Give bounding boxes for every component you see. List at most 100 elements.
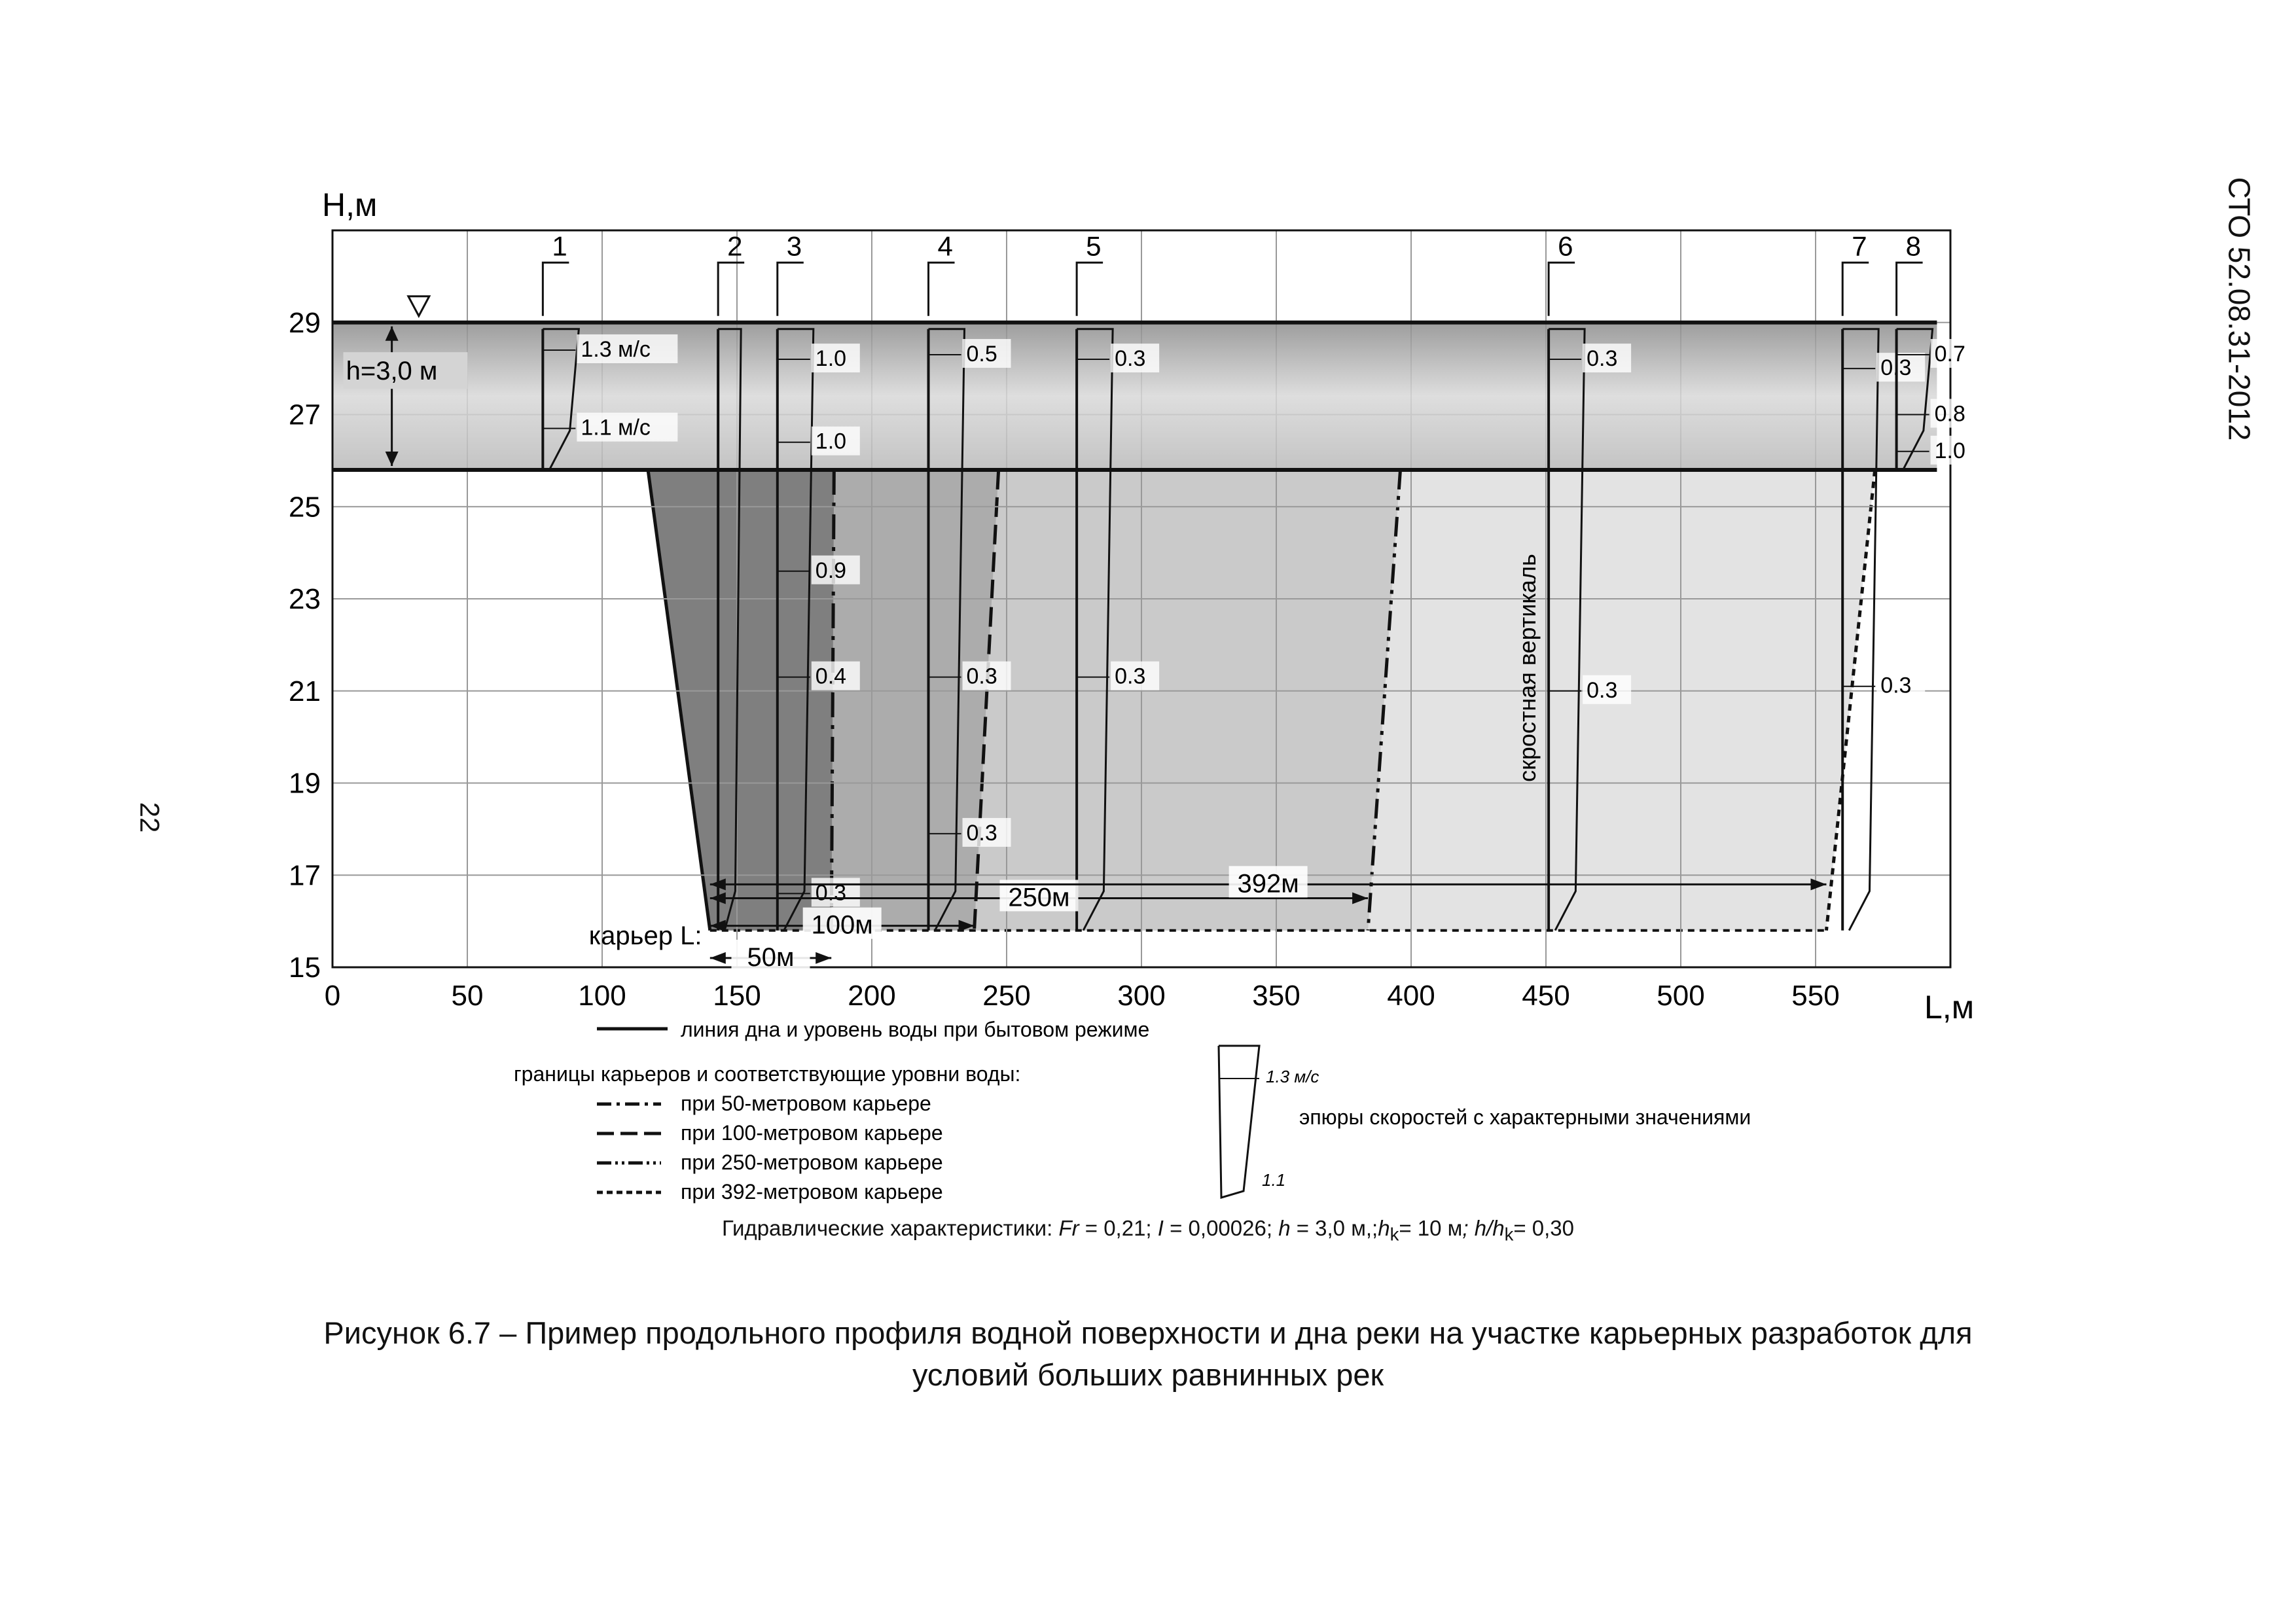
vertical-6-epure <box>1549 328 1586 931</box>
legend: линия дна и уровень воды при бытовом реж… <box>514 1018 1751 1204</box>
vertical-7-marker <box>1841 261 1869 316</box>
x-tick-label: 150 <box>713 980 761 1012</box>
vertical-6-value-label: 0.3 <box>1587 678 1617 703</box>
vertical-6-label-bg <box>1583 344 1632 373</box>
fr-value: = 0,21; <box>1079 1216 1158 1240</box>
vertical-7-label-bg <box>1876 670 1926 700</box>
vertical-2-marker <box>717 261 745 316</box>
pit-boundary-250м <box>1366 469 1403 931</box>
dim-label-bg <box>731 939 810 971</box>
y-tick-label: 15 <box>289 952 321 984</box>
vertical-3-marker <box>776 261 804 316</box>
legend-epure-label: эпюры скоростей с характерными значениям… <box>1299 1105 1751 1129</box>
vertical-4-number: 4 <box>938 231 953 262</box>
vertical-8-value-label: 0.7 <box>1935 342 1965 366</box>
ratio-value: = 0,30 <box>1513 1216 1574 1240</box>
dim-label-bg <box>802 907 882 939</box>
vertical-4-label-bg <box>962 817 1011 847</box>
y-tick-label: 19 <box>289 768 321 800</box>
pit-areas <box>646 469 1877 932</box>
y-tick-label: 27 <box>289 399 321 431</box>
x-tick-label: 200 <box>848 980 895 1012</box>
vertical-8-number: 8 <box>1906 231 1921 262</box>
dim-arrow-left <box>709 919 726 932</box>
dim-arrow-right <box>1352 892 1369 904</box>
vertical-6-value-label: 0.3 <box>1587 346 1617 371</box>
h-label: h <box>1278 1216 1291 1240</box>
dim-arrow-right <box>816 952 832 964</box>
x-tick-label: 50 <box>452 980 484 1012</box>
vertical-7-value-label: 0.3 <box>1880 673 1911 698</box>
axes: 0 50 100 150 200 250 300 350 400 450 500 5501517192… <box>289 187 1974 1026</box>
x-tick-label: 0 <box>325 980 340 1012</box>
ratio-label: ; h/h <box>1462 1216 1505 1240</box>
vertical-7-label-bg <box>1876 353 1926 382</box>
vertical-4-label-bg <box>962 339 1011 368</box>
dim-arrow-right <box>1810 878 1827 891</box>
dim-arrow-left <box>709 952 726 964</box>
vertical-3-label-bg <box>811 426 860 455</box>
dim-arrow-left <box>709 892 726 904</box>
vertical-8-value-label: 0.8 <box>1935 402 1965 427</box>
vertical-1-value-label: 1.3 м/с <box>581 337 651 362</box>
legend-bed-label: линия дна и уровень воды при бытовом реж… <box>681 1018 1149 1041</box>
vertical-8-label-bg <box>1930 435 1979 465</box>
caption-line-1: Рисунок 6.7 – Пример продольного профиля… <box>323 1315 1973 1350</box>
pit-left-slope <box>646 469 712 931</box>
hydro-prefix: Гидравлические характеристики: <box>721 1216 1059 1240</box>
vertical-3-number: 3 <box>787 231 802 262</box>
vertical-1-label-bg <box>577 412 678 442</box>
legend-epure-shape <box>1217 1044 1261 1199</box>
vertical-1-label-bg <box>577 334 678 363</box>
vertical-1-value-label: 1.1 м/с <box>581 416 651 440</box>
vertical-3-value-label: 0.4 <box>816 664 846 689</box>
dim-arrow-left <box>709 878 726 891</box>
dim-label-392м: 392м <box>1238 869 1299 898</box>
vertical-1-marker <box>541 261 569 316</box>
legend-pit-label-3: при 392-метровом карьере <box>681 1180 943 1204</box>
y-tick-label: 25 <box>289 491 321 523</box>
vertical-8-marker <box>1895 261 1923 316</box>
vertical-1-epure <box>543 328 580 471</box>
vertical-3-value-label: 1.0 <box>816 429 846 454</box>
pit-area-50м <box>648 469 834 931</box>
vertical-5-label-bg <box>1111 661 1160 690</box>
vertical-5-number: 5 <box>1086 231 1101 262</box>
vertical-8-label-bg <box>1930 399 1979 428</box>
x-tick-label: 450 <box>1522 980 1570 1012</box>
h-value: = 3,0 м,; <box>1290 1216 1378 1240</box>
y-tick-label: 29 <box>289 307 321 339</box>
dim-label-50м: 50м <box>747 943 795 972</box>
vertical-6-number: 6 <box>1558 231 1573 262</box>
vertical-3-value-label: 0.9 <box>816 558 846 583</box>
pit-label: карьер L: <box>589 921 702 950</box>
ratio-sub: k <box>1504 1224 1514 1245</box>
vertical-5-value-label: 0.3 <box>1115 664 1145 689</box>
dim-label-bg <box>1229 866 1308 898</box>
depth-arrow-head-top <box>385 326 399 341</box>
velocity-vertical-label: скростная вертикаль <box>1514 554 1541 782</box>
vertical-5-value-label: 0.3 <box>1115 346 1145 371</box>
vertical-7-epure <box>1842 328 1880 931</box>
y-tick-label: 17 <box>289 859 321 891</box>
vertical-4-value-label: 0.5 <box>967 342 997 366</box>
y-axis-label: Н,м <box>322 187 377 223</box>
legend-pits-title: границы карьеров и соответствующие уровн… <box>514 1062 1020 1086</box>
dim-label-100м: 100м <box>812 911 873 940</box>
vertical-4-value-label: 0.3 <box>967 821 997 846</box>
vertical-4-epure <box>928 328 966 931</box>
vertical-2-epure <box>718 328 742 931</box>
hk-value: = 10 м <box>1399 1216 1463 1240</box>
vertical-5-epure <box>1077 328 1114 931</box>
x-tick-label: 300 <box>1117 980 1165 1012</box>
vertical-2-number: 2 <box>727 231 742 262</box>
velocity-verticals: 1 1.3 м/с 1.1 м/с 2 3 1.0 1.0 0.9 0.4 0.3 4 0.5 0.3 0… <box>541 231 1979 931</box>
vertical-3-label-bg <box>811 555 860 584</box>
vertical-5-marker <box>1075 261 1103 316</box>
dim-arrow-right <box>958 919 975 932</box>
vertical-3-epure <box>777 328 815 931</box>
y-tick-label: 21 <box>289 675 321 707</box>
legend-pit-label-1: при 100-метровом карьере <box>681 1121 943 1145</box>
vertical-3-value-label: 1.0 <box>816 346 846 371</box>
pit-boundary-392м <box>1824 469 1877 931</box>
